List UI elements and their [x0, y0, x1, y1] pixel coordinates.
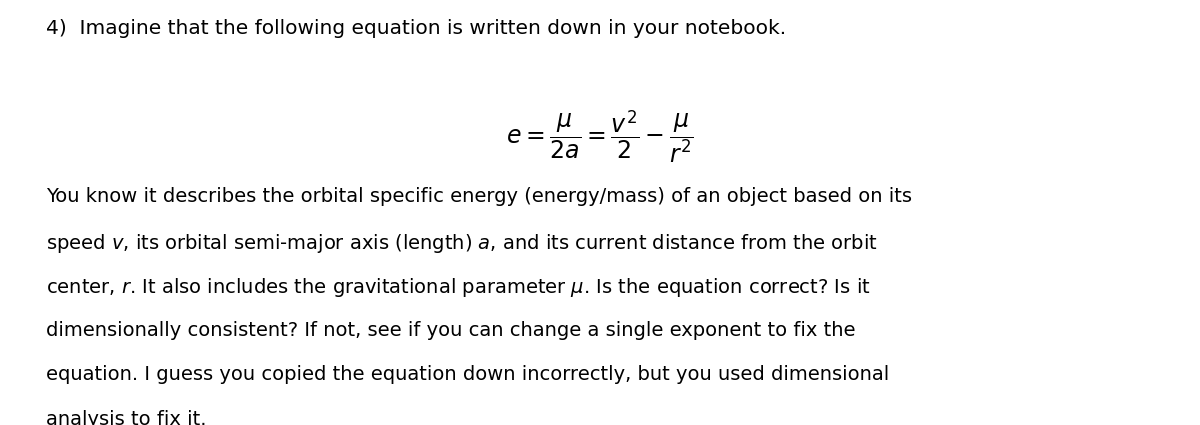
Text: center, $r$. It also includes the gravitational parameter $\mu$. Is the equation: center, $r$. It also includes the gravit…: [46, 276, 870, 299]
Text: 4)  Imagine that the following equation is written down in your notebook.: 4) Imagine that the following equation i…: [46, 19, 786, 38]
Text: You know it describes the orbital specific energy (energy/mass) of an object bas: You know it describes the orbital specif…: [46, 187, 912, 206]
Text: analysis to fix it.: analysis to fix it.: [46, 410, 206, 425]
Text: speed $v$, its orbital semi-major axis (length) $a$, and its current distance fr: speed $v$, its orbital semi-major axis (…: [46, 232, 877, 255]
Text: $e = \dfrac{\mu}{2a} = \dfrac{v^2}{2} - \dfrac{\mu}{r^2}$: $e = \dfrac{\mu}{2a} = \dfrac{v^2}{2} - …: [506, 108, 694, 165]
Text: equation. I guess you copied the equation down incorrectly, but you used dimensi: equation. I guess you copied the equatio…: [46, 366, 889, 385]
Text: dimensionally consistent? If not, see if you can change a single exponent to fix: dimensionally consistent? If not, see if…: [46, 321, 856, 340]
